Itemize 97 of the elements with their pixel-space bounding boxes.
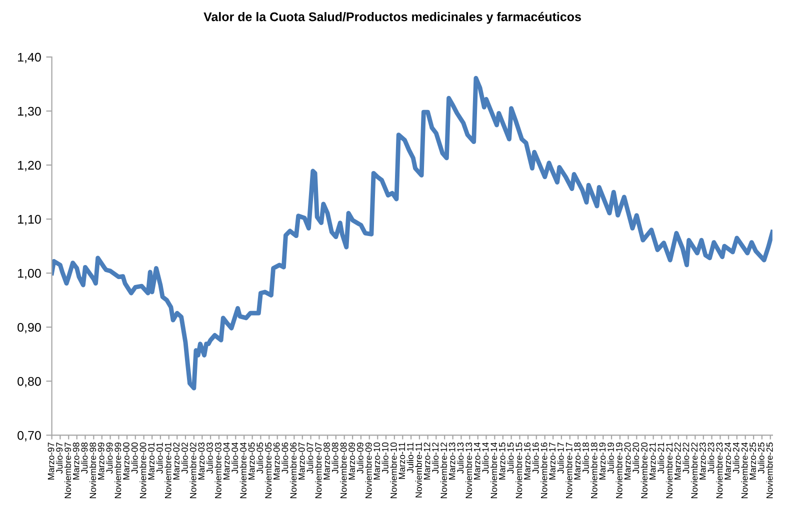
x-tick-label: Noviembre-18 [590,442,598,498]
x-tick-label: Marzo-10 [374,442,380,480]
x-tick-label: Noviembre-24 [741,442,748,498]
x-tick-label: Noviembre-13 [465,442,472,498]
x-tick-label: Noviembre-19 [616,442,622,498]
x-tick-label: Marzo-14 [474,442,480,480]
x-tick-label: Noviembre-01 [164,442,172,498]
x-tick-label: Noviembre-15 [516,442,522,498]
x-tick-label: Marzo-09 [348,442,355,480]
x-tick-label: Julio-01 [156,442,163,474]
x-tick-label: Julio-08 [332,442,338,474]
x-tick-label: Noviembre-06 [290,442,297,498]
x-tick-label: Julio-11 [406,442,414,473]
x-tick-label: Marzo-18 [574,442,581,480]
x-tick-label: Noviembre-10 [390,442,397,498]
y-tick-label: 0,70 [18,430,41,442]
x-tick-label: Noviembre-22 [690,442,698,498]
x-tick-label: Julio-97 [56,442,63,474]
x-tick-label: Julio-09 [356,442,364,474]
x-tick-label: Julio-18 [582,442,589,474]
x-tick-label: Marzo-00 [123,442,130,480]
x-tick-label: Marzo-12 [424,442,430,480]
x-tick-label: Marzo-06 [273,442,280,480]
x-tick-label: Noviembre-07 [315,442,322,498]
y-tick-label: 0,80 [18,376,41,388]
x-tick-label: Julio-19 [607,442,614,474]
x-tick-label: Julio-03 [206,442,213,474]
x-tick-label: Julio-17 [557,442,564,474]
x-tick-label: Marzo-07 [298,442,305,480]
x-tick-label: Noviembre-02 [190,442,196,498]
x-tick-label: Noviembre-97 [64,442,72,498]
x-tick-label: Julio-24 [732,442,740,474]
y-tick-label: 1,10 [18,214,41,226]
x-tick-label: Noviembre-98 [89,442,96,498]
x-tick-label: Julio-16 [532,442,539,474]
x-tick-label: Noviembre-16 [540,442,548,498]
x-tick-label: Julio-05 [256,442,264,474]
x-tick-label: Noviembre-99 [114,442,122,498]
x-tick-label: Julio-99 [106,442,113,474]
x-tick-label: Noviembre-08 [340,442,347,498]
x-tick-label: Marzo-13 [448,442,456,480]
chart-title: Valor de la Cuota Salud/Productos medicinales y farmacéuticos [204,12,581,24]
y-tick-label: 1,30 [18,106,41,118]
x-tick-label: Julio-98 [81,442,88,474]
x-tick-label: Julio-23 [708,442,714,474]
x-tick-label: Julio-02 [181,442,188,474]
y-tick-label: 1,40 [18,52,41,64]
x-tick-label: Marzo-02 [173,442,180,480]
x-tick-label: Marzo-08 [324,442,330,480]
x-tick-label: Julio-15 [507,442,514,474]
x-tick-label: Julio-20 [632,442,640,474]
x-tick-label: Marzo-05 [248,442,255,480]
x-tick-label: Marzo-21 [649,442,656,480]
x-tick-label: Julio-10 [382,442,388,474]
y-tick-label: 1,00 [18,268,41,280]
line-series [52,76,772,390]
x-tick-label: Julio-21 [657,442,664,474]
x-tick-label: Noviembre-17 [566,442,572,498]
x-tick-label: Marzo-23 [699,442,706,480]
x-tick-label: Marzo-98 [72,442,80,480]
y-tick-label: 0,90 [18,322,41,334]
x-tick-label: Marzo-03 [198,442,205,480]
x-tick-label: Julio-12 [432,442,439,474]
x-tick-label: Marzo-04 [223,442,230,480]
x-tick-label: Julio-06 [282,442,288,474]
x-tick-label: Noviembre-00 [140,442,146,498]
x-tick-label: Marzo-25 [750,442,756,480]
x-tick-label: Marzo-11 [398,442,406,479]
x-tick-label: Julio-14 [482,442,489,474]
x-tick-label: Noviembre-11 [415,442,422,498]
x-tick-label: Marzo-19 [599,442,606,480]
x-tick-label: Noviembre-14 [490,442,498,498]
x-tick-label: Julio-00 [131,442,138,474]
x-tick-label: Noviembre-04 [240,442,246,498]
x-tick-label: Noviembre-25 [766,442,773,498]
x-tick-label: Marzo-97 [48,442,54,480]
x-tick-label: Julio-07 [306,442,314,474]
y-tick-label: 1,20 [18,160,41,172]
x-tick-label: Marzo-15 [499,442,506,480]
x-tick-label: Julio-13 [456,442,464,474]
x-tick-label: Noviembre-12 [440,442,448,498]
x-tick-label: Marzo-24 [724,442,731,480]
x-tick-label: Noviembre-05 [264,442,272,498]
x-tick-label: Marzo-16 [524,442,530,480]
x-tick-label: Marzo-22 [674,442,681,480]
x-tick-label: Noviembre-23 [716,442,723,498]
x-tick-label: Noviembre-21 [666,442,673,498]
x-tick-label: Noviembre-03 [214,442,222,498]
x-tick-label: Marzo-99 [98,442,104,480]
x-tick-label: Marzo-01 [148,442,154,480]
x-tick-label: Noviembre-20 [640,442,648,498]
x-tick-label: Marzo-20 [624,442,631,480]
x-tick-label: Noviembre-09 [365,442,372,498]
x-tick-label: Julio-22 [682,442,690,474]
x-tick-label: Julio-04 [231,442,238,474]
x-tick-label: Julio-25 [758,442,764,474]
x-tick-label: Marzo-17 [549,442,556,480]
